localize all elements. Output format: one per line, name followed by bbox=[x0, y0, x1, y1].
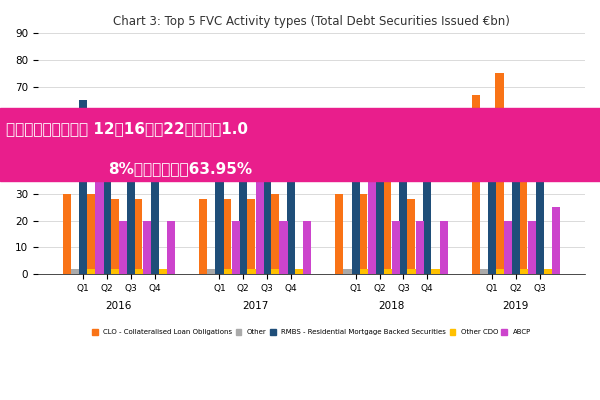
Bar bbox=[407, 199, 415, 274]
Bar bbox=[135, 269, 143, 274]
Bar bbox=[544, 269, 552, 274]
Title: Chart 3: Top 5 FVC Activity types (Total Debt Securities Issued €bn): Chart 3: Top 5 FVC Activity types (Total… bbox=[113, 15, 510, 28]
Text: 智沪深股票配资平台 12月16日逐22转债下跌1.0: 智沪深股票配资平台 12月16日逐22转债下跌1.0 bbox=[6, 121, 248, 136]
Text: 2018: 2018 bbox=[378, 301, 404, 311]
Text: 2019: 2019 bbox=[503, 301, 529, 311]
Bar bbox=[271, 269, 280, 274]
Bar bbox=[391, 269, 400, 274]
Bar bbox=[472, 95, 480, 274]
Bar bbox=[159, 269, 167, 274]
Bar bbox=[143, 221, 151, 274]
Bar bbox=[71, 269, 79, 274]
Bar bbox=[519, 108, 527, 274]
Bar bbox=[440, 221, 448, 274]
Bar bbox=[303, 221, 311, 274]
Bar bbox=[376, 140, 383, 274]
Bar bbox=[151, 122, 159, 274]
Bar bbox=[111, 269, 119, 274]
Bar bbox=[199, 199, 207, 274]
Bar bbox=[271, 194, 279, 274]
Bar bbox=[223, 199, 231, 274]
Bar bbox=[488, 122, 496, 274]
Bar bbox=[239, 127, 247, 274]
Bar bbox=[224, 269, 232, 274]
Bar bbox=[263, 135, 271, 274]
Bar bbox=[520, 269, 528, 274]
Bar bbox=[207, 269, 215, 274]
Bar bbox=[400, 127, 407, 274]
Bar bbox=[119, 269, 127, 274]
Bar bbox=[367, 269, 376, 274]
Bar bbox=[496, 74, 503, 274]
Text: 2017: 2017 bbox=[242, 301, 268, 311]
Legend: CLO - Collateralised Loan Obligations, Other, RMBS - Residential Mortgage Backed: CLO - Collateralised Loan Obligations, O… bbox=[89, 326, 533, 338]
Bar bbox=[287, 135, 295, 274]
Bar bbox=[79, 100, 87, 274]
Bar bbox=[256, 146, 264, 274]
Bar bbox=[368, 146, 376, 274]
Bar bbox=[247, 269, 256, 274]
Bar bbox=[247, 199, 255, 274]
Bar bbox=[134, 199, 142, 274]
Bar bbox=[343, 269, 352, 274]
Bar bbox=[528, 221, 536, 274]
Bar bbox=[231, 269, 239, 274]
Bar bbox=[95, 154, 104, 274]
Bar bbox=[95, 269, 103, 274]
Bar bbox=[504, 221, 512, 274]
Bar bbox=[142, 269, 151, 274]
Bar bbox=[480, 269, 488, 274]
Bar bbox=[335, 194, 343, 274]
Bar bbox=[431, 269, 440, 274]
Bar bbox=[167, 221, 175, 274]
Bar bbox=[103, 114, 111, 274]
Bar bbox=[280, 221, 287, 274]
Bar bbox=[295, 269, 303, 274]
Bar bbox=[407, 269, 416, 274]
Bar bbox=[496, 269, 504, 274]
Bar bbox=[232, 221, 240, 274]
Bar bbox=[383, 269, 392, 274]
Bar bbox=[352, 135, 360, 274]
Bar bbox=[392, 221, 400, 274]
Text: 8%，转股溢价率63.95%: 8%，转股溢价率63.95% bbox=[108, 161, 252, 176]
Bar bbox=[87, 269, 95, 274]
Bar bbox=[552, 207, 560, 274]
Bar bbox=[63, 194, 71, 274]
Bar bbox=[127, 122, 135, 274]
Bar bbox=[279, 269, 287, 274]
Bar bbox=[255, 269, 263, 274]
Bar bbox=[512, 108, 520, 274]
Bar bbox=[383, 127, 391, 274]
Bar bbox=[503, 269, 512, 274]
Bar bbox=[215, 119, 224, 274]
Bar bbox=[119, 221, 127, 274]
Bar bbox=[110, 199, 119, 274]
Bar bbox=[536, 108, 544, 274]
Text: 2016: 2016 bbox=[106, 301, 132, 311]
Bar bbox=[416, 221, 424, 274]
Bar bbox=[527, 269, 536, 274]
Bar bbox=[86, 194, 95, 274]
Bar bbox=[415, 269, 423, 274]
Bar bbox=[423, 135, 431, 274]
Bar bbox=[359, 194, 367, 274]
Bar bbox=[360, 269, 368, 274]
